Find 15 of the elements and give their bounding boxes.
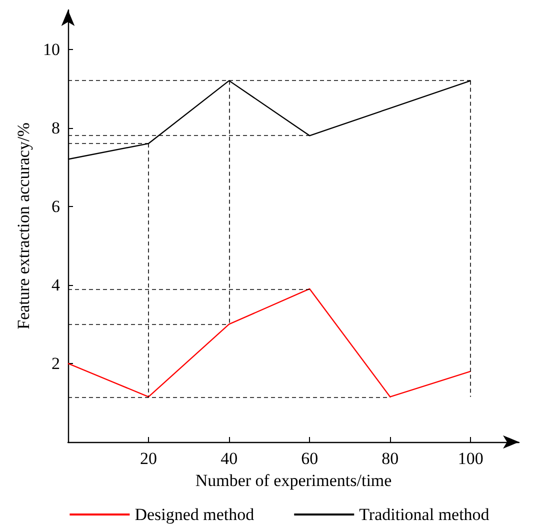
x-axis-title: Number of experiments/time xyxy=(195,470,392,490)
line-series xyxy=(67,288,472,398)
y-tick-label: 2 xyxy=(52,354,60,373)
legend-label: Traditional method xyxy=(359,505,490,524)
legend-label: Designed method xyxy=(134,505,255,524)
x-tick-label: 40 xyxy=(220,449,238,468)
x-tick-label: 100 xyxy=(458,449,484,468)
y-axis-title: Feature extraction accuracy/% xyxy=(14,122,33,330)
x-tick-label: 60 xyxy=(301,449,318,468)
y-tick-label: 6 xyxy=(52,196,60,216)
y-tick-label: 10 xyxy=(43,40,60,59)
x-tick-label: 20 xyxy=(140,449,158,468)
x-tick-label: 80 xyxy=(382,449,399,468)
y-tick-label: 4 xyxy=(52,275,60,294)
y-tick-label: 8 xyxy=(52,118,60,138)
